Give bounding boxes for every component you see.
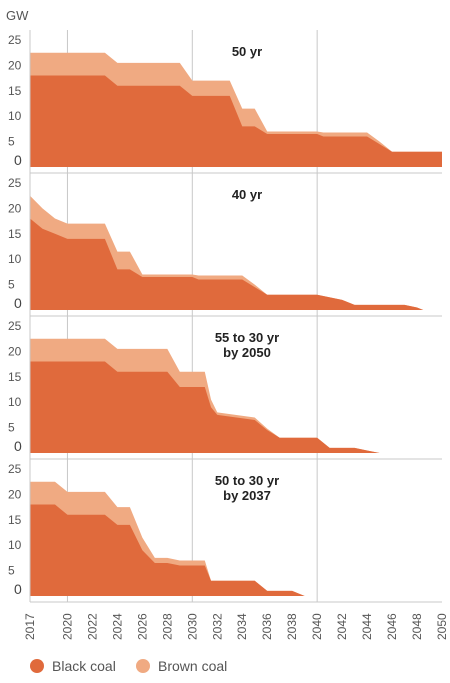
panel-title-line: by 2037 [223,488,271,503]
y-tick-label: 15 [8,370,22,384]
x-tick-label-2017: 2017 [23,613,37,640]
unit-label: GW [6,8,29,23]
y-tick-label: 10 [8,252,22,266]
y-tick-label: 5 [8,421,15,435]
panel-title-line: 55 to 30 yr [215,330,279,345]
y-tick-label: 15 [8,227,22,241]
x-tick-label-2028: 2028 [160,613,174,640]
y-tick-label: 5 [8,564,15,578]
area-black-coal [30,361,380,453]
y-tick-label: 0 [14,438,22,454]
x-tick-label-2020: 2020 [60,613,74,640]
y-tick-label: 10 [8,109,22,123]
y-tick-label: 20 [8,344,22,358]
panels: 0 5 10 15 20 25 50 yr 0 5 10 15 20 25 40 yr 0 5 10 15 20 25… [8,30,442,603]
legend-label-brown-coal: Brown coal [158,658,228,674]
x-tick-label-2032: 2032 [210,613,224,640]
y-tick-label: 5 [8,278,15,292]
y-tick-label: 20 [8,58,22,72]
y-tick-label: 25 [8,176,22,190]
y-tick-label: 25 [8,319,22,333]
x-tick-label-2036: 2036 [260,613,274,640]
panel-title-50-to-30-yr-by-2037: 50 to 30 yr by 2037 [215,473,279,503]
x-tick-label-2042: 2042 [335,613,349,640]
y-tick-label: 20 [8,201,22,215]
legend-label-black-coal: Black coal [52,658,116,674]
x-tick-label-2048: 2048 [410,613,424,640]
x-tick-label-2040: 2040 [310,613,324,640]
legend-item-black-coal: Black coal [30,658,116,674]
x-tick-label-2034: 2034 [235,613,249,640]
x-tick-label-2046: 2046 [385,613,399,640]
panel-title-line: 50 yr [232,44,262,59]
x-axis-ticks: 2017 2020 2022 2024 2026 2028 2030 2032 2034 2036… [23,613,449,640]
y-tick-label: 15 [8,513,22,527]
y-tick-label: 10 [8,538,22,552]
y-tick-label: 0 [14,152,22,168]
y-tick-label: 5 [8,135,15,149]
x-tick-label-2022: 2022 [85,613,99,640]
y-tick-label: 15 [8,84,22,98]
y-tick-label: 25 [8,462,22,476]
y-tick-label: 25 [8,33,22,47]
panel-4: 0 5 10 15 20 25 50 to 30 yr by 2037 [8,459,442,603]
panel-title-40-yr: 40 yr [232,187,262,202]
panel-title-line: 50 to 30 yr [215,473,279,488]
legend-swatch-black-coal [30,659,44,673]
y-tick-label: 0 [14,295,22,311]
panel-1: 0 5 10 15 20 25 50 yr [8,30,442,174]
area-black-coal [30,504,305,596]
y-tick-label: 20 [8,487,22,501]
legend-swatch-brown-coal [136,659,150,673]
legend-item-brown-coal: Brown coal [136,658,227,674]
panel-title-line: 40 yr [232,187,262,202]
x-tick-label-2030: 2030 [185,613,199,640]
legend: Black coal Brown coal [0,652,450,680]
panel-title-55-to-30-yr-by-2050: 55 to 30 yr by 2050 [215,330,279,360]
area-black-coal [30,75,442,167]
panel-2: 0 5 10 15 20 25 40 yr [8,173,442,317]
panel-3: 0 5 10 15 20 25 55 to 30 yr by 2050 [8,316,442,460]
x-tick-label-2026: 2026 [135,613,149,640]
area-black-coal [30,218,424,310]
panel-title-50-yr: 50 yr [232,44,262,59]
y-tick-label: 10 [8,395,22,409]
x-tick-label-2024: 2024 [110,613,124,640]
x-tick-label-2038: 2038 [285,613,299,640]
y-tick-label: 0 [14,581,22,597]
panel-title-line: by 2050 [223,345,271,360]
x-tick-label-2044: 2044 [360,613,374,640]
x-tick-label-2050: 2050 [435,613,449,640]
